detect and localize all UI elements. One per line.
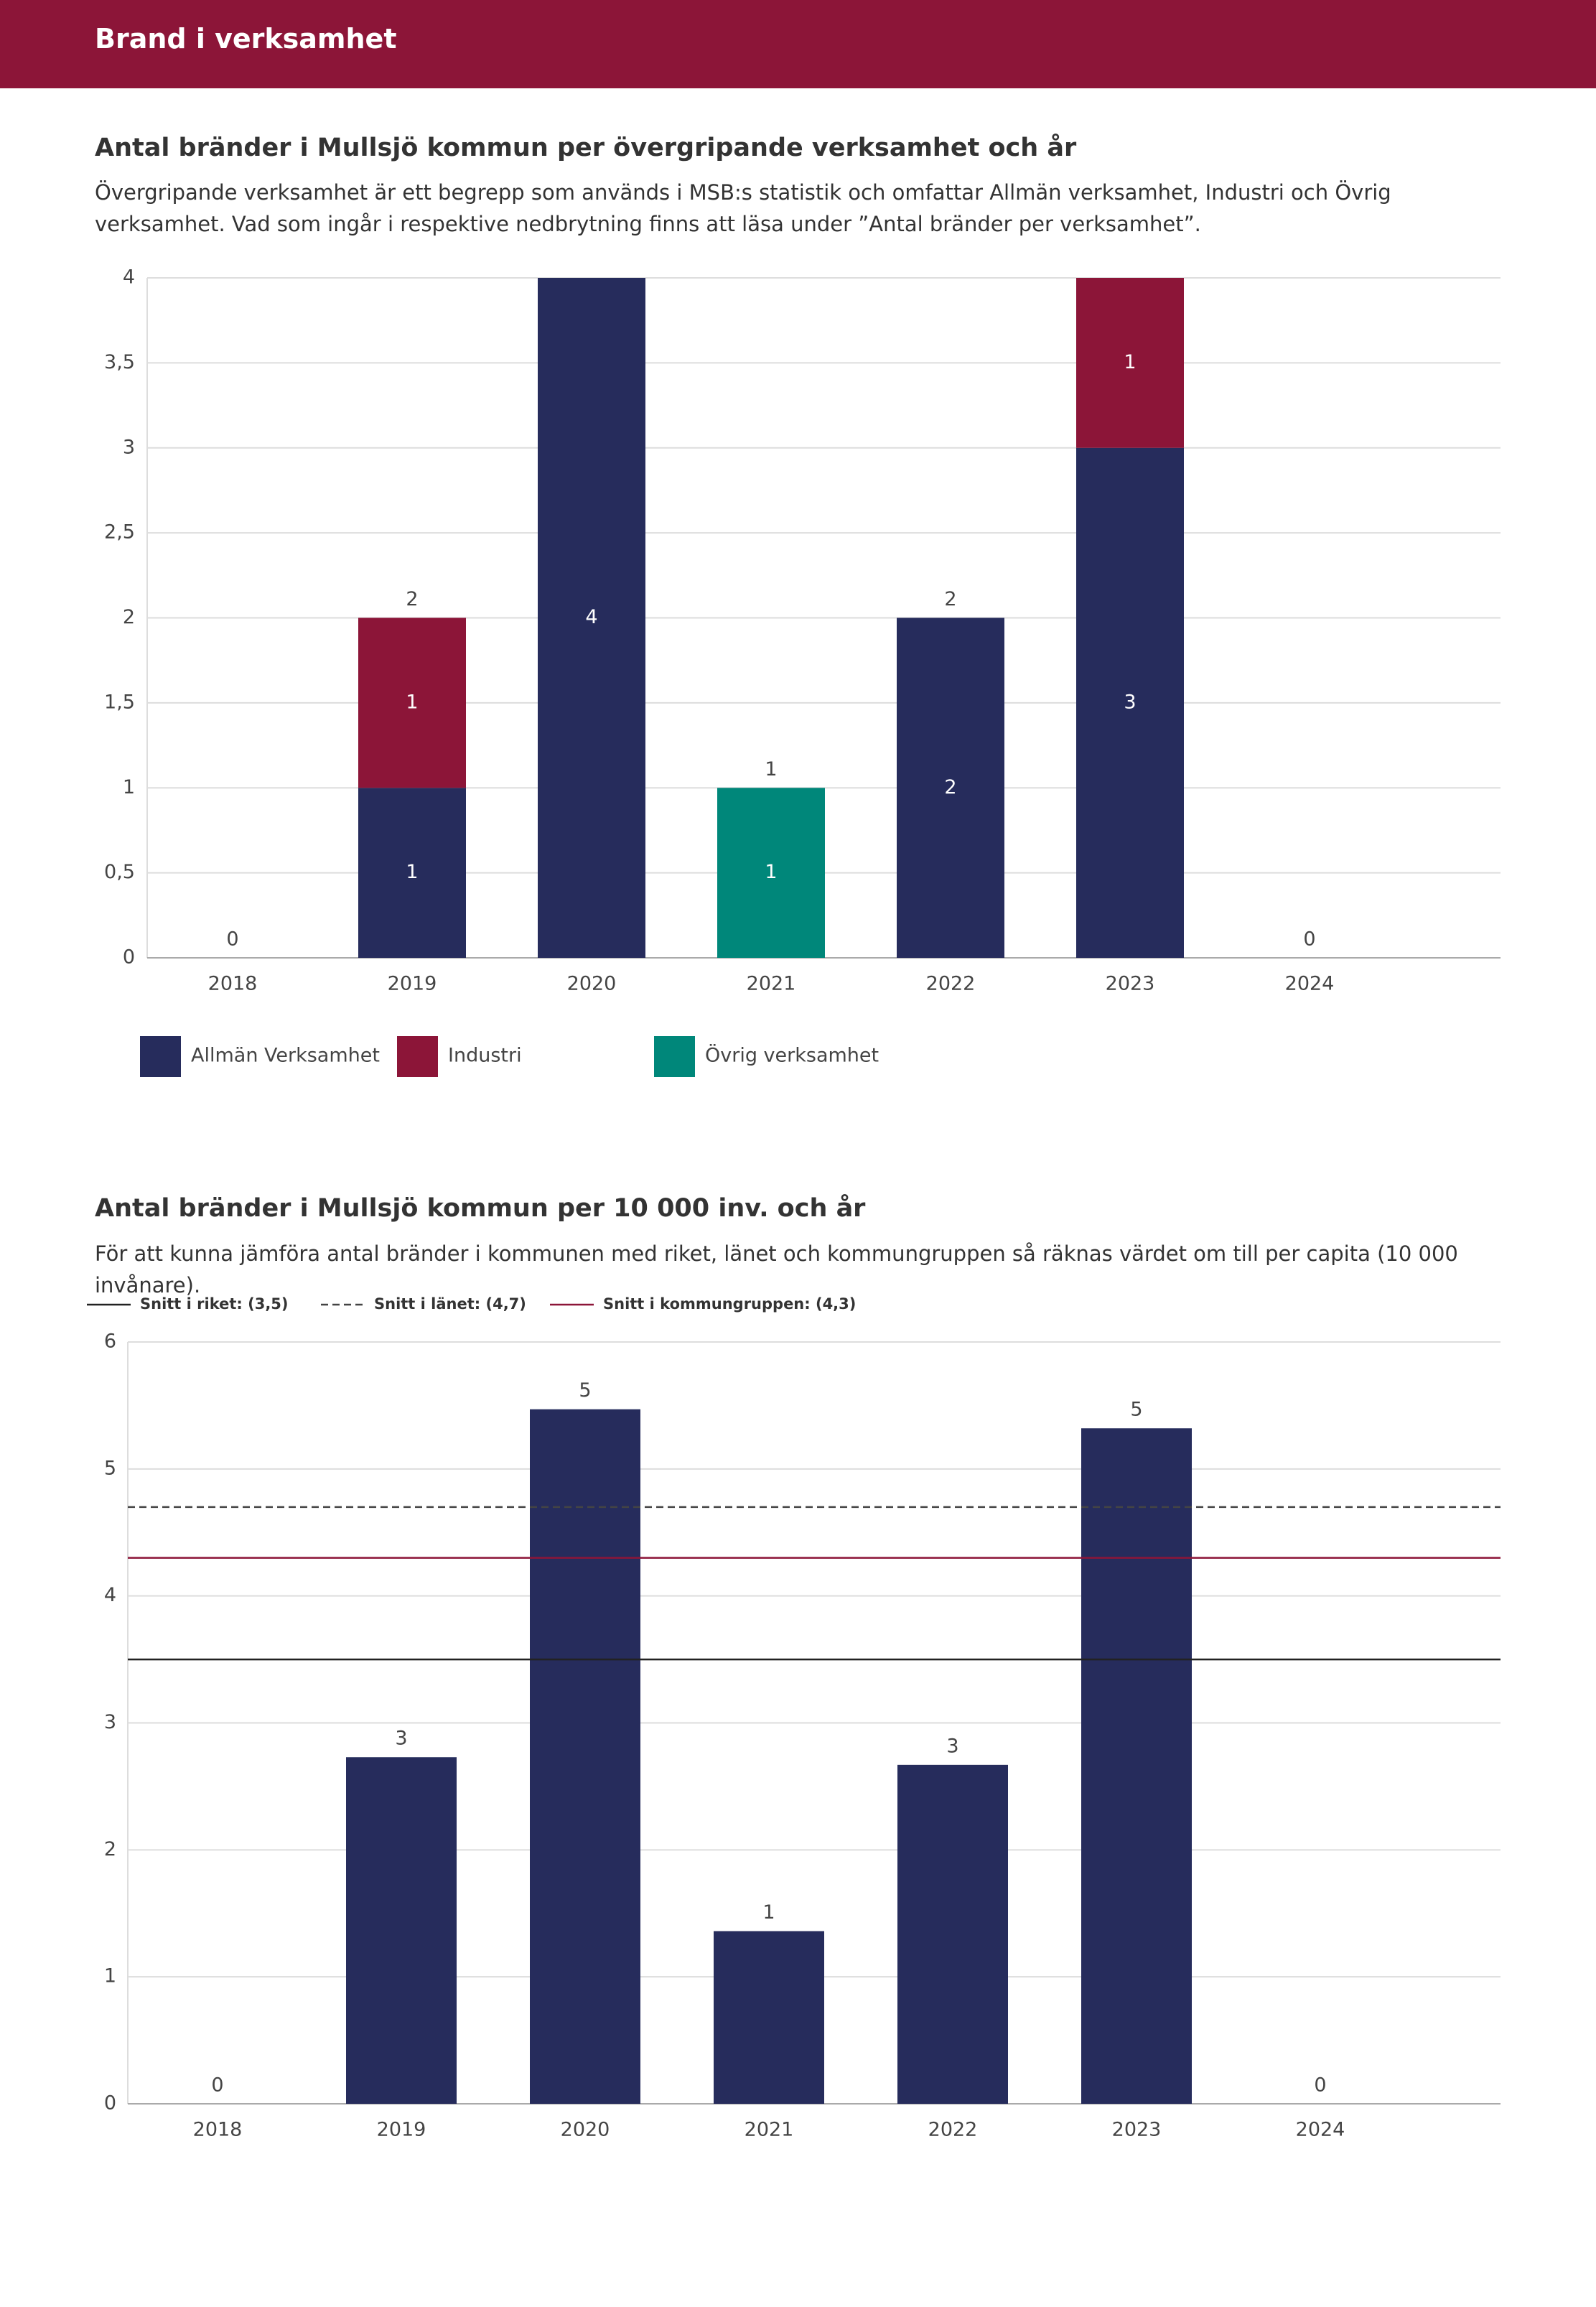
y-tick-label: 2,5 xyxy=(104,521,135,544)
y-tick-label: 0 xyxy=(123,946,135,969)
y-tick-label: 4 xyxy=(104,1584,116,1606)
bar-segment xyxy=(358,788,466,958)
y-tick-label: 3,5 xyxy=(104,351,135,373)
data-label: 5 xyxy=(579,1379,591,1402)
y-tick-label: 4 xyxy=(123,266,135,289)
x-tick-label: 2020 xyxy=(567,973,617,995)
header-band: Brand i verksamhet xyxy=(0,0,1596,88)
x-tick-label: 2022 xyxy=(926,973,976,995)
data-label: 4 xyxy=(585,606,597,628)
data-label: 1 xyxy=(762,1901,775,1924)
data-label: 0 xyxy=(1314,2074,1326,2097)
y-tick-label: 6 xyxy=(104,1330,116,1353)
data-label: 0 xyxy=(211,2074,223,2097)
chart-subtitle: Övergripande verksamhet är ett begrepp s… xyxy=(95,180,1391,236)
x-tick-label: 2023 xyxy=(1112,2119,1162,2141)
legend-label: Snitt i kommungruppen: (4,3) xyxy=(603,1295,856,1313)
chart-title: Antal bränder i Mullsjö kommun per överg… xyxy=(95,134,1077,162)
legend-label: Allmän Verksamhet xyxy=(191,1045,380,1067)
x-tick-label: 2021 xyxy=(745,2119,794,2141)
data-label: 5 xyxy=(1130,1399,1142,1421)
data-label: 1 xyxy=(406,861,418,883)
header-title: Brand i verksamhet xyxy=(95,23,397,55)
total-label: 1 xyxy=(765,758,777,780)
total-label: 2 xyxy=(944,588,956,610)
y-tick-label: 3 xyxy=(123,436,135,458)
data-label: 2 xyxy=(944,776,956,798)
legend-label: Övrig verksamhet xyxy=(705,1044,879,1067)
bar xyxy=(1081,1428,1192,2104)
x-tick-label: 2019 xyxy=(388,973,437,995)
data-label: 3 xyxy=(1124,691,1136,713)
bar xyxy=(897,1764,1008,2104)
y-tick-label: 0 xyxy=(104,2092,116,2115)
bar-segment xyxy=(897,617,1004,958)
legend-swatch xyxy=(654,1036,695,1077)
y-tick-label: 1 xyxy=(123,776,135,798)
bar-segment xyxy=(358,617,466,788)
x-tick-label: 2021 xyxy=(747,973,796,995)
bar xyxy=(530,1409,640,2104)
chart-subtitle: För att kunna jämföra antal bränder i ko… xyxy=(95,1241,1458,1297)
x-tick-label: 2018 xyxy=(208,973,258,995)
y-tick-label: 1 xyxy=(104,1965,116,1987)
chart-title: Antal bränder i Mullsjö kommun per 10 00… xyxy=(95,1194,866,1223)
x-tick-label: 2018 xyxy=(193,2119,243,2141)
total-label: 2 xyxy=(406,588,418,610)
bar-segment xyxy=(538,278,645,958)
x-tick-label: 2024 xyxy=(1296,2119,1345,2141)
legend-label: Industri xyxy=(448,1045,522,1067)
y-tick-label: 2 xyxy=(104,1838,116,1860)
data-label: 1 xyxy=(1124,351,1136,373)
data-label: 1 xyxy=(765,861,777,883)
x-tick-label: 2022 xyxy=(928,2119,978,2141)
y-tick-label: 5 xyxy=(104,1457,116,1479)
data-label: 3 xyxy=(946,1735,958,1757)
data-label: 3 xyxy=(395,1728,407,1750)
bar xyxy=(714,1931,824,2104)
y-tick-label: 1,5 xyxy=(104,691,135,713)
legend-label: Snitt i länet: (4,7) xyxy=(374,1295,526,1313)
x-tick-label: 2020 xyxy=(561,2119,610,2141)
legend-swatch xyxy=(397,1036,438,1077)
y-tick-label: 2 xyxy=(123,606,135,628)
x-tick-label: 2023 xyxy=(1106,973,1155,995)
x-tick-label: 2019 xyxy=(377,2119,426,2141)
bar-segment xyxy=(1076,447,1184,958)
bar-segment xyxy=(1076,278,1184,448)
legend-swatch xyxy=(140,1036,181,1077)
total-label: 0 xyxy=(1303,928,1315,951)
total-label: 0 xyxy=(226,928,238,951)
y-tick-label: 3 xyxy=(104,1711,116,1733)
legend-label: Snitt i riket: (3,5) xyxy=(140,1295,289,1313)
data-label: 1 xyxy=(406,691,418,713)
x-tick-label: 2024 xyxy=(1285,973,1335,995)
bar xyxy=(346,1757,457,2104)
y-tick-label: 0,5 xyxy=(104,861,135,883)
bar-segment xyxy=(717,788,825,958)
